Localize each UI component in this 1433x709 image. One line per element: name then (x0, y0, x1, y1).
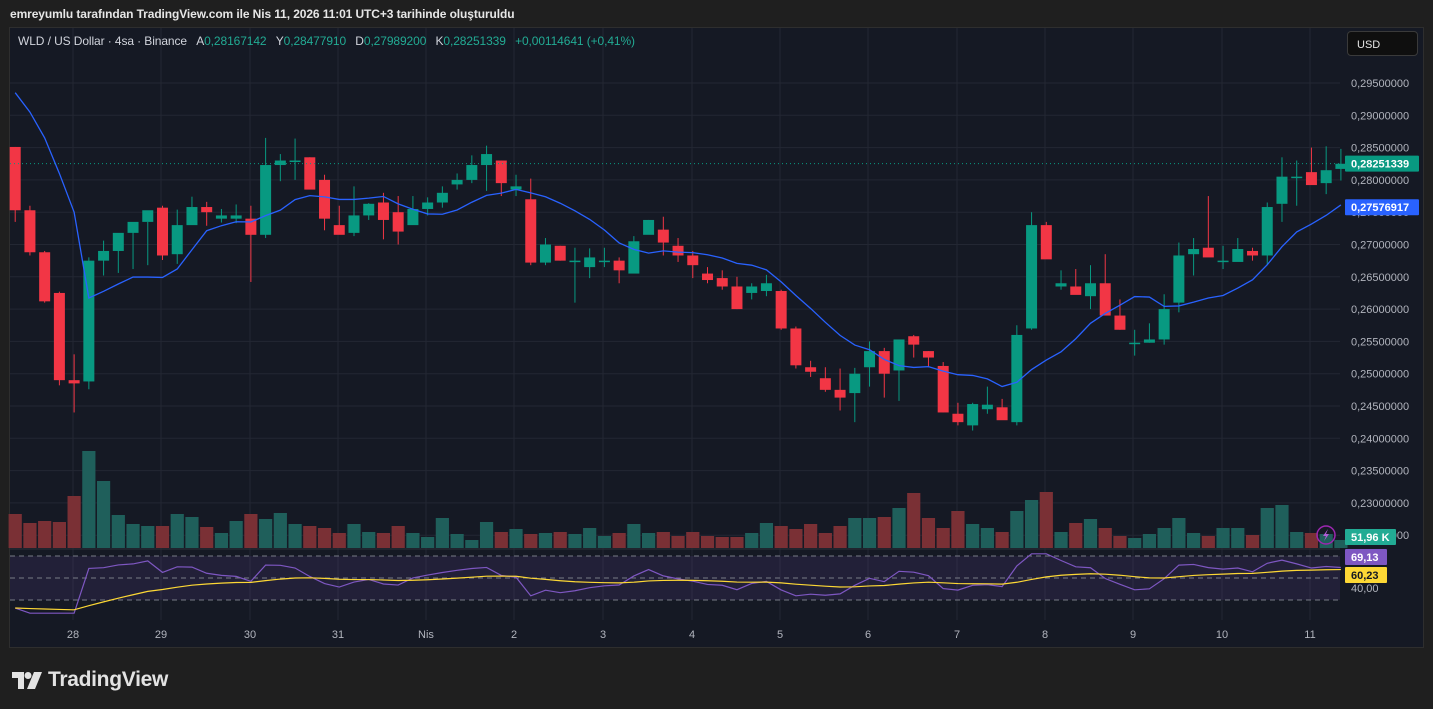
svg-text:40,00: 40,00 (1351, 583, 1379, 595)
close-value: 0,28251339 (443, 34, 506, 48)
tv-brand-text: TradingView (48, 668, 169, 691)
svg-text:0,28251339: 0,28251339 (1351, 159, 1409, 171)
svg-text:10: 10 (1216, 629, 1228, 641)
lightning-icon[interactable] (1316, 525, 1336, 545)
svg-text:28: 28 (67, 629, 79, 641)
overlays (10, 92, 1342, 614)
svg-text:0,29500000: 0,29500000 (1351, 78, 1409, 90)
chart-caption: emreyumlu tarafından TradingView.com ile… (10, 7, 515, 21)
svg-text:5: 5 (777, 629, 783, 641)
rsi-pane (10, 548, 1340, 601)
svg-text:6: 6 (865, 629, 871, 641)
open-value: 0,28167142 (204, 34, 267, 48)
high-value: 0,28477910 (283, 34, 347, 48)
candles (9, 137, 1347, 431)
svg-text:30: 30 (244, 629, 256, 641)
svg-text:Nis: Nis (418, 629, 434, 641)
tradingview-logo: TradingView (12, 668, 168, 692)
change-value: +0,00114641 (+0,41%) (515, 34, 635, 48)
open-label: A (196, 34, 205, 48)
svg-text:0,26500000: 0,26500000 (1351, 272, 1409, 284)
svg-text:0,28500000: 0,28500000 (1351, 143, 1409, 155)
svg-text:7: 7 (954, 629, 960, 641)
svg-text:8: 8 (1042, 629, 1048, 641)
svg-text:9: 9 (1130, 629, 1136, 641)
low-value: 0,27989200 (363, 34, 427, 48)
svg-text:3: 3 (600, 629, 606, 641)
svg-text:11: 11 (1304, 629, 1315, 641)
svg-text:0,29000000: 0,29000000 (1351, 110, 1409, 122)
svg-text:0,26000000: 0,26000000 (1351, 304, 1409, 316)
close-label: K (435, 34, 444, 48)
svg-text:0,24000000: 0,24000000 (1351, 433, 1409, 445)
price-axis[interactable]: 0,29500000 0,29000000 0,28500000 0,28000000… (1316, 78, 1419, 595)
time-axis[interactable]: 28 29 30 31 Nis 2 3 4 5 6 7 8 9 10 11 (67, 629, 1316, 641)
svg-text:69,13: 69,13 (1351, 552, 1379, 564)
svg-text:0,25000000: 0,25000000 (1351, 369, 1409, 381)
currency-button[interactable]: USD (1347, 31, 1418, 56)
tv-logo-icon (12, 671, 42, 689)
svg-text:0,28000000: 0,28000000 (1351, 175, 1409, 187)
grid (10, 28, 1340, 620)
svg-text:0,27576917: 0,27576917 (1351, 202, 1409, 214)
svg-text:4: 4 (689, 629, 695, 641)
svg-text:60,23: 60,23 (1351, 570, 1379, 582)
volume-bars (8, 451, 1348, 548)
svg-text:0,25500000: 0,25500000 (1351, 336, 1409, 348)
high-label: Y (275, 34, 284, 48)
svg-text:0,23000000: 0,23000000 (1351, 498, 1409, 510)
svg-text:0,27000000: 0,27000000 (1351, 240, 1409, 252)
svg-text:0,23500000: 0,23500000 (1351, 466, 1409, 478)
low-label: D (355, 34, 364, 48)
symbol-label[interactable]: WLD / US Dollar · 4sa · Binance (18, 34, 187, 48)
svg-text:29: 29 (155, 629, 167, 641)
svg-text:31: 31 (332, 629, 344, 641)
svg-text:2: 2 (511, 629, 517, 641)
ohlc-legend: WLD / US Dollar · 4sa · Binance A0,28167… (18, 34, 635, 48)
svg-text:0,24500000: 0,24500000 (1351, 401, 1409, 413)
svg-text:51,96 K: 51,96 K (1351, 532, 1390, 544)
